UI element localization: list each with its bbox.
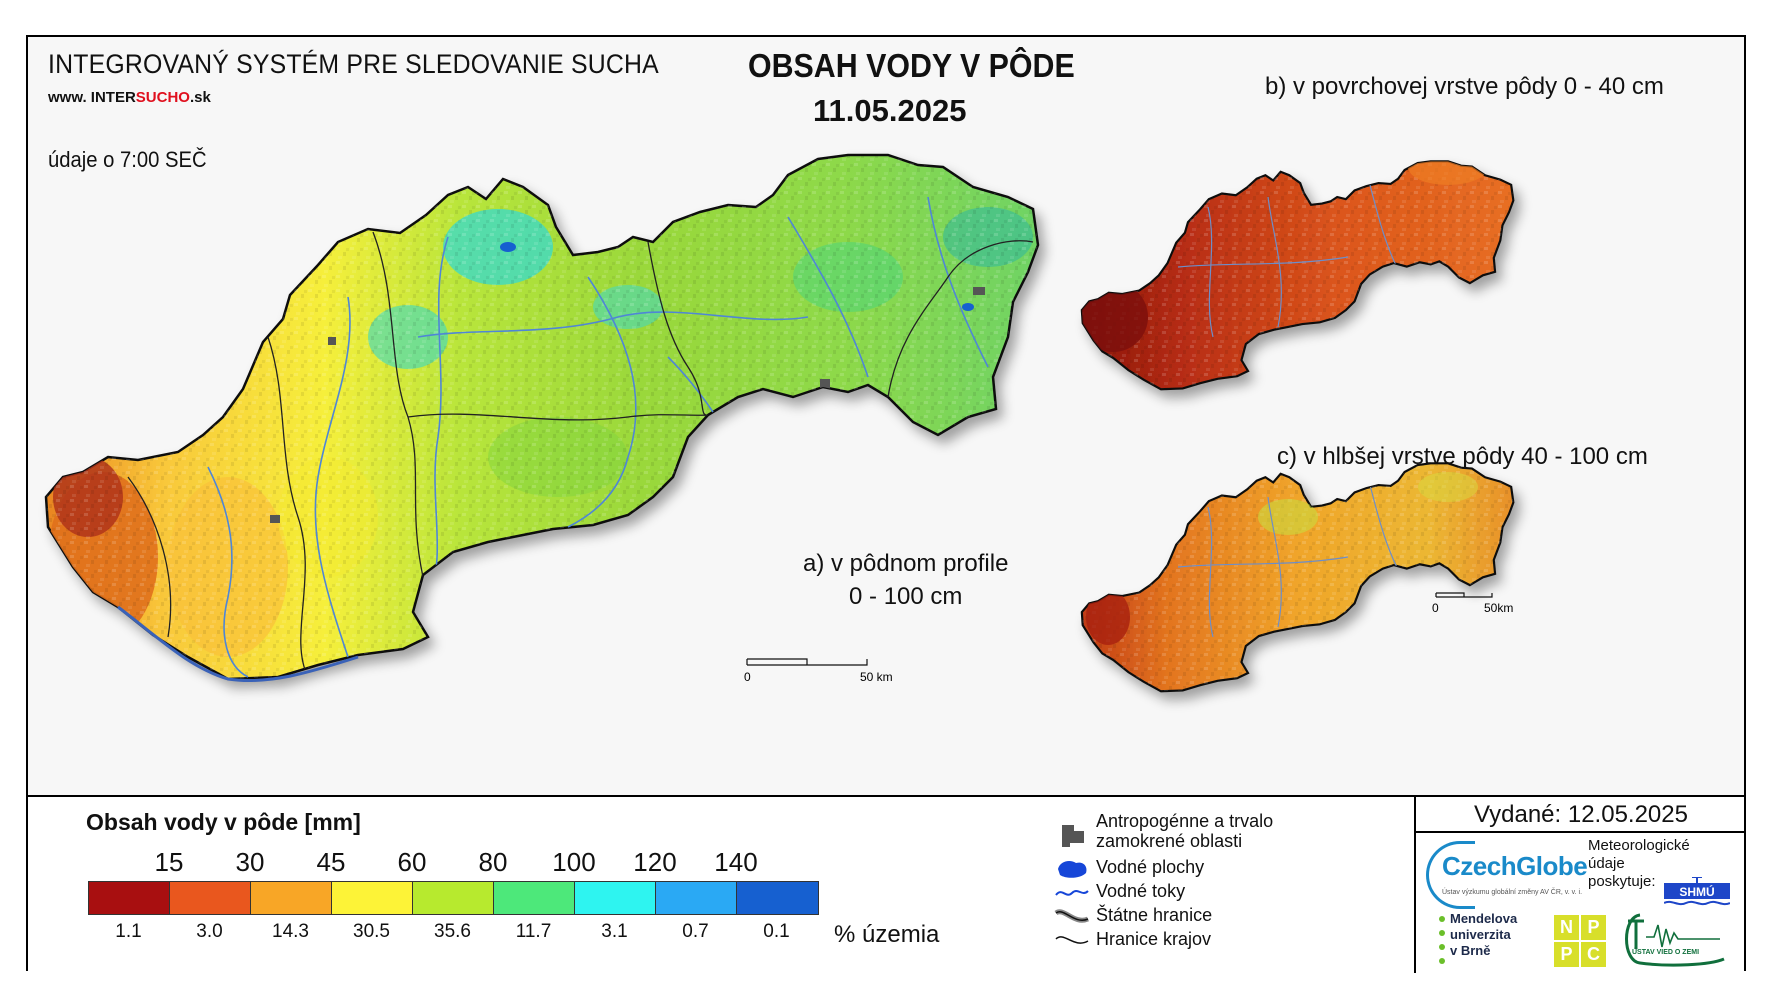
czechglobe-arc-icon xyxy=(1426,841,1475,909)
state-border-icon xyxy=(1054,909,1089,923)
legend-swatch xyxy=(494,882,575,914)
legend-percent: 0.7 xyxy=(682,921,709,942)
main-scale-end: 50 km xyxy=(860,670,893,684)
region-borders-label: Hranice krajov xyxy=(1096,929,1212,949)
czechglobe-logo: CzechGlobe Ústav výzkumu globální změny … xyxy=(1426,841,1588,909)
legend-percent: 14.3 xyxy=(272,921,309,942)
legend-percent: 0.1 xyxy=(763,921,790,942)
website-link[interactable]: www. INTERSUCHO.sk xyxy=(48,89,211,106)
percent-unit: % územia xyxy=(834,921,940,948)
main-map-label-line1: a) v pôdnom profile xyxy=(803,550,1009,577)
website-suffix: .sk xyxy=(189,89,211,106)
mendel-university-logo: Mendelova univerzita v Brně xyxy=(1450,911,1518,958)
legend-rivers: Vodné toky xyxy=(1042,881,1302,905)
uvz-name: ÚSTAV VIED O ZEMI xyxy=(1632,949,1700,956)
czechglobe-name: CzechGlobe xyxy=(1442,851,1588,881)
state-borders-label: Štátne hranice xyxy=(1096,905,1213,925)
river-line-icon xyxy=(1055,890,1089,896)
water-bodies-label: Vodné plochy xyxy=(1096,857,1205,877)
shmu-logo-icon: SHMÚ xyxy=(1663,876,1731,906)
map-date: 11.05.2025 xyxy=(813,93,967,128)
main-scale-start: 0 xyxy=(744,670,751,684)
time-info: údaje o 7:00 SEČ xyxy=(48,147,207,172)
map-area: 0 50 km 0 50km INTEGROVANÝ SYSTÉM PRE SL… xyxy=(28,37,1744,795)
legend-threshold: 100 xyxy=(552,847,596,877)
legend-threshold: 80 xyxy=(478,847,508,877)
inset-b-detail xyxy=(1081,161,1514,387)
inset-scale-end: 50km xyxy=(1484,601,1513,615)
legend-percent: 11.7 xyxy=(515,921,552,942)
legend-water-bodies: Vodné plochy xyxy=(1042,857,1302,881)
legend-title: Obsah vody v pôde [mm] xyxy=(86,809,361,835)
seismograph-icon xyxy=(1625,913,1725,967)
legend-built-up: Antropogénne a trvalo zamokrené oblasti xyxy=(1042,811,1302,853)
website-accent: SUCHO xyxy=(135,89,190,106)
main-map-label: a) v pôdnom profile 0 - 100 cm xyxy=(803,547,1008,613)
inset-scale-bar xyxy=(1435,592,1493,598)
built-up-area-icon xyxy=(1062,825,1084,847)
inset-c-label: c) v hlbšej vrstve pôdy 40 - 100 cm xyxy=(1277,443,1648,470)
main-map-detail xyxy=(46,155,1038,679)
earth-science-institute-logo: ÚSTAV VIED O ZEMI xyxy=(1620,909,1730,969)
legend-swatch xyxy=(89,882,170,914)
legend-threshold: 60 xyxy=(397,847,427,877)
issued-date: Vydané: 12.05.2025 xyxy=(1416,797,1746,833)
system-title: INTEGROVANÝ SYSTÉM PRE SLEDOVANIE SUCHA xyxy=(48,49,659,79)
legend-color-bar xyxy=(88,881,819,915)
czechglobe-subtitle: Ústav výzkumu globální změny AV ČR, v. v… xyxy=(1442,889,1583,896)
legend-percent: 3.0 xyxy=(196,921,223,942)
rivers-label: Vodné toky xyxy=(1096,881,1186,901)
built-up-label: Antropogénne a trvalo zamokrené oblasti xyxy=(1096,811,1274,851)
legend-swatch xyxy=(656,882,737,914)
legend-swatch xyxy=(413,882,494,914)
legend-percent: 3.1 xyxy=(601,921,628,942)
legend-threshold: 45 xyxy=(316,847,346,877)
main-scale-bar xyxy=(746,658,868,666)
maps-svg: 0 50 km 0 50km xyxy=(44,153,1515,693)
water-body-icon xyxy=(1058,861,1087,878)
legend-swatch xyxy=(251,882,332,914)
svg-text:SHMÚ: SHMÚ xyxy=(1679,884,1714,899)
inset-b-label: b) v povrchovej vrstve pôdy 0 - 40 cm xyxy=(1265,73,1664,100)
main-title: OBSAH VODY V PÔDE xyxy=(748,47,1075,84)
legend-swatch xyxy=(170,882,251,914)
mendel-dots-icon xyxy=(1439,916,1445,964)
legend-region-borders: Hranice krajov xyxy=(1042,929,1302,953)
legend-percent: 1.1 xyxy=(115,921,142,942)
inset-c-detail xyxy=(1081,463,1514,692)
legend-threshold: 140 xyxy=(714,847,758,877)
legend-percent: 30.5 xyxy=(353,921,390,942)
website-prefix: www. INTER xyxy=(48,89,136,106)
inset-scale-start: 0 xyxy=(1432,601,1439,615)
legend-swatch xyxy=(575,882,656,914)
legend-threshold: 120 xyxy=(633,847,677,877)
legend-threshold: 15 xyxy=(154,847,184,877)
legend-percent: 35.6 xyxy=(434,921,471,942)
region-border-icon xyxy=(1055,936,1089,944)
legend-threshold: 30 xyxy=(235,847,265,877)
data-provider-text: Meteorologické údaje poskytuje: xyxy=(1588,837,1690,890)
legend-state-borders: Štátne hranice xyxy=(1042,905,1302,929)
map-frame: 0 50 km 0 50km INTEGROVANÝ SYSTÉM PRE SL… xyxy=(26,35,1746,973)
main-map-label-line2: 0 - 100 cm xyxy=(849,583,963,610)
issuer-panel: Vydané: 12.05.2025 CzechGlobe Ústav výzk… xyxy=(1414,797,1746,973)
shmu-logo: SHMÚ xyxy=(1663,876,1731,907)
legend-swatch xyxy=(737,882,818,914)
legend-panel: Obsah vody v pôde [mm] 15 30 45 60 80 100 120 1… xyxy=(28,795,1746,973)
npc-logo: N P P C xyxy=(1554,915,1606,967)
legend-swatch xyxy=(332,882,413,914)
